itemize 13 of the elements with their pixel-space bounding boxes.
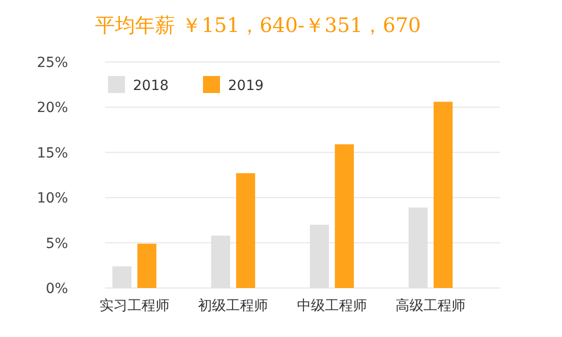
y-tick-label: 0% [46,281,68,297]
y-tick-label: 20% [36,100,68,116]
legend-label: 2019 [228,78,264,94]
x-tick-label: 初级工程师 [198,298,268,314]
title: 平均年薪 ￥151，640-￥351，670 [95,13,421,37]
y-tick-label: 5% [46,236,68,252]
y-tick-label: 25% [36,55,68,71]
x-tick-label: 高级工程师 [396,298,466,314]
y-tick-label: 10% [36,190,68,207]
x-tick-label: 中级工程师 [296,298,367,314]
x-tick-label: 实习工程师 [99,298,170,314]
legend-label: 2018 [133,78,169,94]
y-tick-label: 15% [36,145,68,162]
